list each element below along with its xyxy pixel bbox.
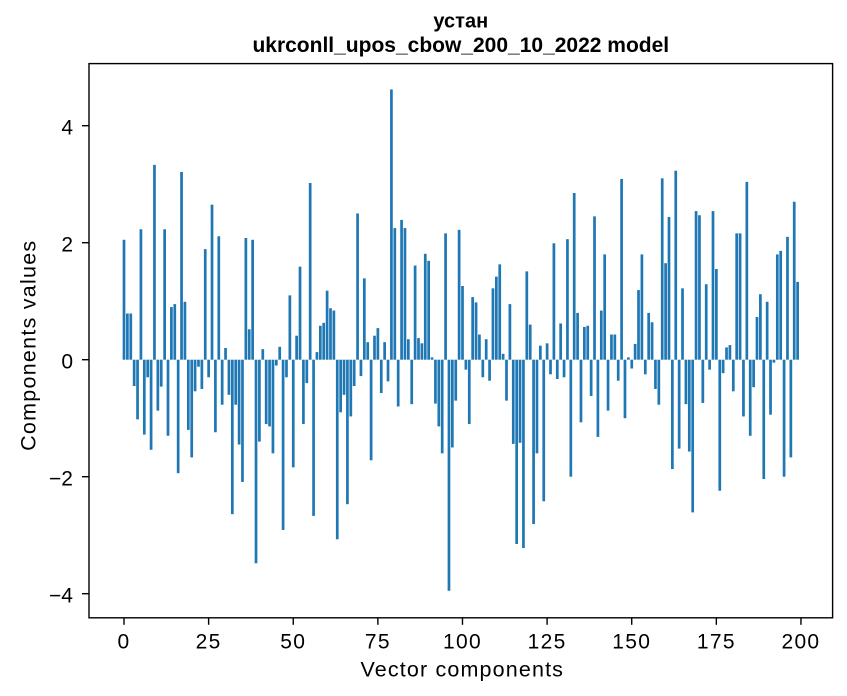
svg-text:2: 2 — [61, 234, 73, 257]
svg-text:50: 50 — [280, 631, 306, 654]
svg-text:устан: устан — [433, 11, 488, 33]
svg-text:−2: −2 — [49, 468, 73, 491]
svg-text:175: 175 — [697, 631, 736, 654]
svg-text:ukrconll_upos_cbow_200_10_2022: ukrconll_upos_cbow_200_10_2022 model — [252, 34, 669, 57]
svg-text:150: 150 — [612, 631, 651, 654]
svg-text:Components values: Components values — [17, 240, 41, 451]
svg-text:0: 0 — [118, 631, 131, 654]
svg-text:25: 25 — [196, 631, 222, 654]
svg-text:100: 100 — [443, 631, 482, 654]
svg-text:Vector components: Vector components — [360, 658, 564, 682]
svg-text:−4: −4 — [49, 585, 73, 608]
svg-text:0: 0 — [61, 351, 73, 374]
svg-text:4: 4 — [61, 117, 73, 140]
svg-text:75: 75 — [365, 631, 391, 654]
svg-text:200: 200 — [781, 631, 820, 654]
svg-text:125: 125 — [528, 631, 567, 654]
